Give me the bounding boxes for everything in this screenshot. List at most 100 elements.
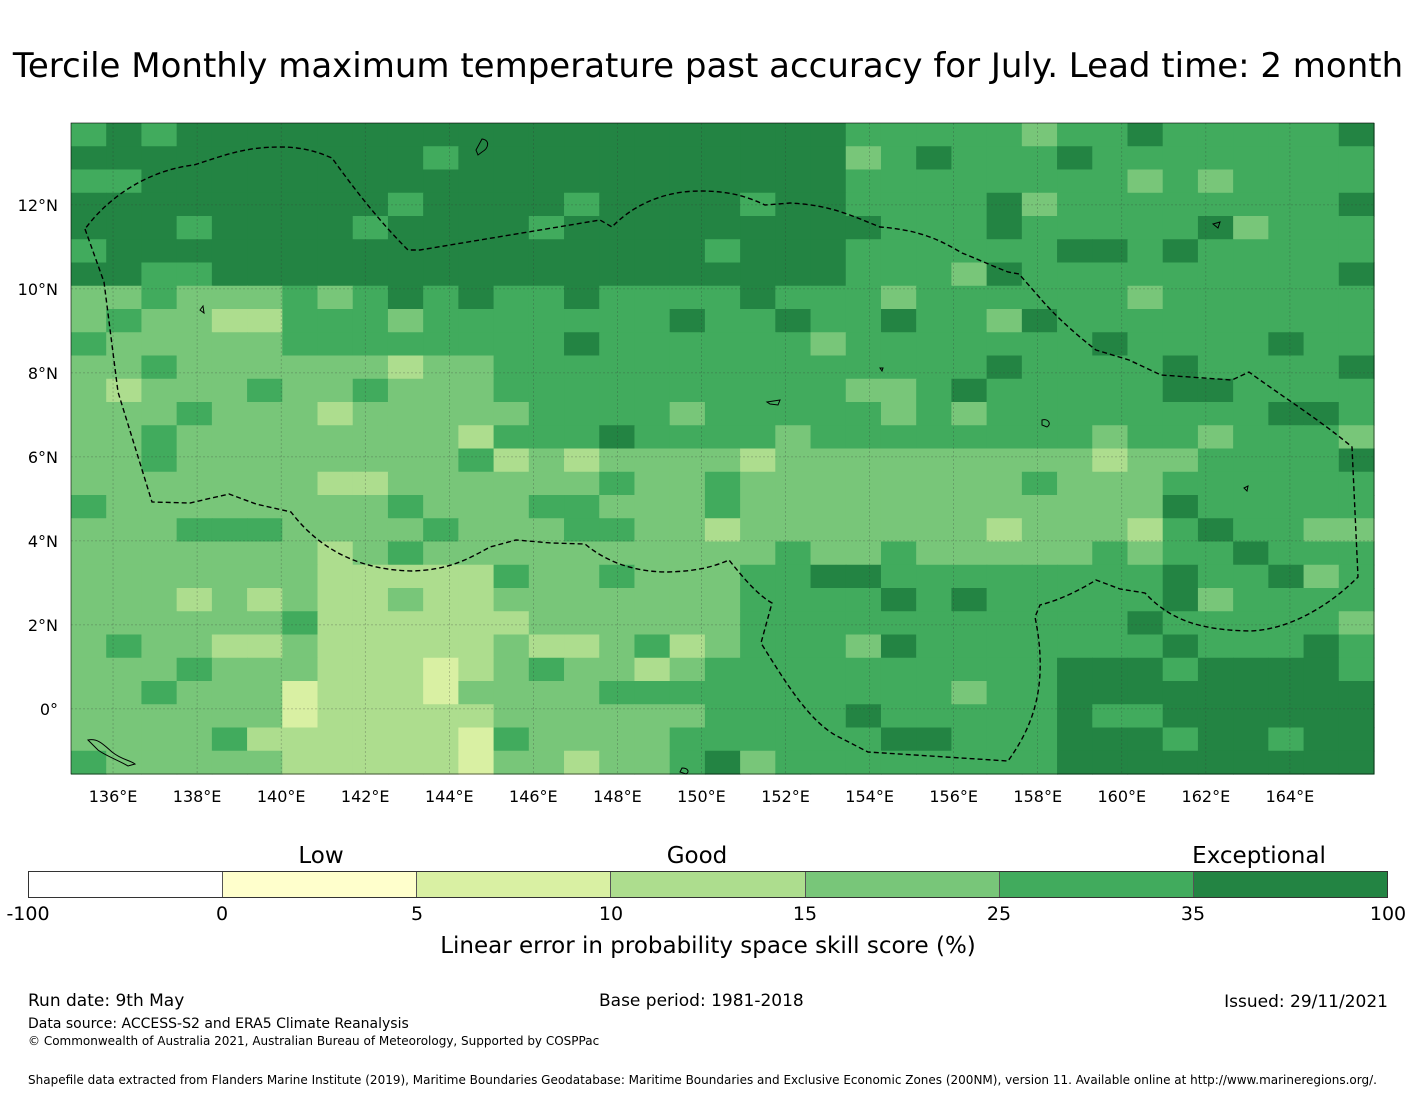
skill-cell [493, 750, 530, 775]
skill-cell [528, 239, 565, 264]
skill-cell [1162, 332, 1199, 357]
skill-cell [176, 239, 213, 264]
skill-cell [247, 169, 283, 194]
skill-cell [599, 192, 636, 217]
skill-cell [387, 681, 424, 705]
skill-score-map: 12°N 10°N 8°N 6°N 4°N 2°N 0° 136°E 138°E 140°E 14… [18, 122, 1375, 806]
skill-cell [1197, 448, 1234, 473]
lon-label: 158°E [1013, 787, 1062, 806]
skill-cell [423, 727, 459, 752]
skill-cell [564, 239, 600, 264]
skill-cell [1197, 355, 1234, 380]
skill-cell [916, 471, 953, 496]
skill-cell [1127, 495, 1164, 519]
skill-cell [458, 332, 495, 357]
skill-cell [1197, 634, 1234, 659]
skill-cell [1303, 285, 1340, 310]
skill-cell [1303, 471, 1340, 496]
skill-cell [211, 611, 248, 636]
skill-cell [352, 402, 389, 426]
skill-cell [1021, 727, 1058, 752]
skill-cell [704, 471, 741, 496]
skill-cell [1303, 425, 1340, 450]
skill-cell [1057, 495, 1093, 519]
skill-cell [282, 402, 319, 426]
skill-cell [880, 588, 917, 612]
skill-cell [247, 471, 283, 496]
colorbar-tick: 35 [1180, 903, 1206, 925]
skill-cell [1092, 564, 1129, 589]
skill-cell [493, 309, 530, 333]
skill-cell [1197, 518, 1234, 543]
skill-cell [599, 448, 636, 473]
skill-cell [493, 681, 530, 705]
skill-cell [352, 541, 389, 566]
skill-cell [669, 448, 706, 473]
skill-cell [106, 704, 143, 729]
skill-cell [1197, 588, 1234, 612]
skill-cell [564, 681, 600, 705]
skill-cell [599, 518, 636, 543]
skill-cell [387, 169, 424, 194]
skill-cell [106, 657, 143, 682]
skill-cell [458, 634, 495, 659]
skill-cell [1197, 750, 1234, 775]
skill-cell [1127, 704, 1164, 729]
skill-cell [1303, 681, 1340, 705]
eez-boundary [84, 146, 1359, 762]
skill-cell [1057, 611, 1093, 636]
skill-cell [1092, 262, 1129, 287]
skill-cell [951, 216, 988, 240]
skill-cell [387, 541, 424, 566]
skill-cell [1268, 448, 1305, 473]
colorbar-tick: 0 [215, 903, 229, 925]
skill-cell [387, 262, 424, 287]
skill-cell [176, 262, 213, 287]
skill-cell [141, 448, 178, 473]
skill-cell [704, 239, 741, 264]
skill-cell [458, 169, 495, 194]
skill-cell [704, 402, 741, 426]
skill-cell [880, 681, 917, 705]
skill-cell [1338, 588, 1375, 612]
skill-cell [1057, 192, 1093, 217]
skill-cell [423, 657, 459, 682]
skill-cell [634, 727, 671, 752]
skill-cell [1338, 448, 1375, 473]
skill-cell [564, 169, 600, 194]
skill-cell [1127, 448, 1164, 473]
skill-cell [634, 332, 671, 357]
colorbar-tick: 10 [598, 903, 624, 925]
skill-cell [317, 239, 354, 264]
skill-cell [564, 309, 600, 333]
skill-cell [247, 588, 283, 612]
skill-cell [740, 727, 776, 752]
skill-cell [669, 657, 706, 682]
skill-cell [564, 192, 600, 217]
skill-cell [352, 425, 389, 450]
lon-label: 142°E [341, 787, 390, 806]
skill-cell [247, 123, 283, 147]
skill-cell [352, 611, 389, 636]
skill-cell [1021, 681, 1058, 705]
skill-cell [211, 378, 248, 403]
skill-cell [71, 332, 107, 357]
skill-cell [1233, 541, 1269, 566]
skill-cell [1162, 355, 1199, 380]
skill-cell [775, 216, 812, 240]
skill-cell [986, 332, 1023, 357]
lon-label: 156°E [929, 787, 978, 806]
skill-cell [634, 611, 671, 636]
skill-cell [951, 355, 988, 380]
skill-cell [916, 146, 953, 171]
skill-cell [775, 285, 812, 310]
skill-cell [141, 495, 178, 519]
skill-cell [458, 588, 495, 612]
skill-cell [810, 750, 847, 775]
skill-cell [141, 309, 178, 333]
skill-cell [528, 541, 565, 566]
skill-cell [1057, 471, 1093, 496]
skill-cell [845, 448, 882, 473]
skill-cell [740, 471, 776, 496]
skill-cell [669, 355, 706, 380]
